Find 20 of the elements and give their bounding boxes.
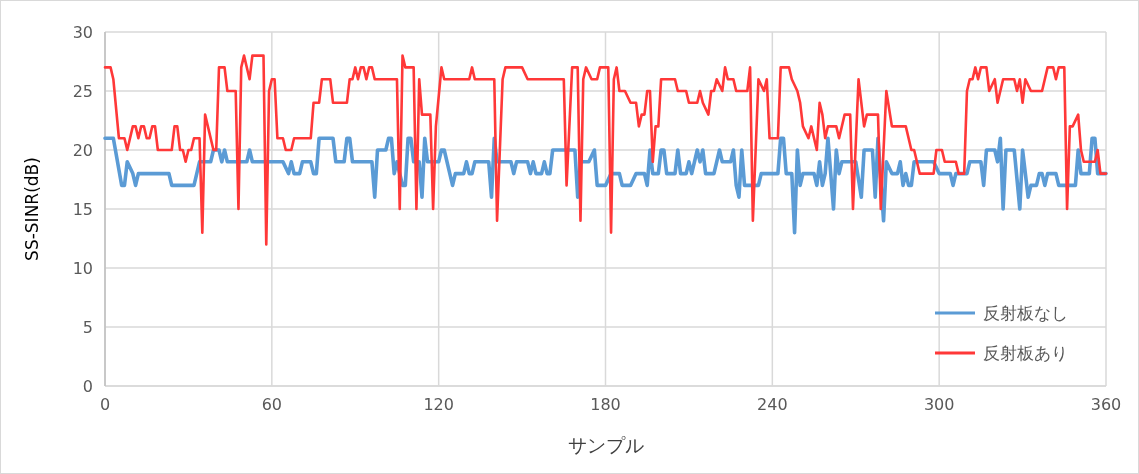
- x-tick-label: 180: [590, 395, 621, 414]
- y-tick-label: 0: [82, 376, 93, 396]
- x-tick-label: 120: [423, 395, 454, 414]
- y-tick-label: 30: [72, 22, 93, 42]
- x-tick-label: 0: [99, 395, 111, 414]
- y-tick-label: 25: [72, 81, 93, 101]
- y-tick-label: 15: [72, 199, 93, 219]
- x-tick-label: 360: [1090, 395, 1122, 414]
- y-axis-title: SS-SINR(dB): [22, 157, 42, 261]
- y-tick-label: 5: [82, 317, 93, 337]
- x-tick-label: 240: [757, 395, 788, 414]
- x-tick-label: 300: [923, 395, 955, 414]
- line-series: [103, 136, 1108, 235]
- legend-label: 反射板あり: [983, 342, 1068, 363]
- line-series: [103, 54, 1108, 246]
- y-tick-label: 20: [72, 140, 93, 160]
- y-tick-label: 10: [72, 258, 93, 278]
- x-tick-label: 60: [261, 395, 283, 414]
- x-axis-title: サンプル: [567, 434, 644, 456]
- legend-label: 反射板なし: [983, 302, 1068, 323]
